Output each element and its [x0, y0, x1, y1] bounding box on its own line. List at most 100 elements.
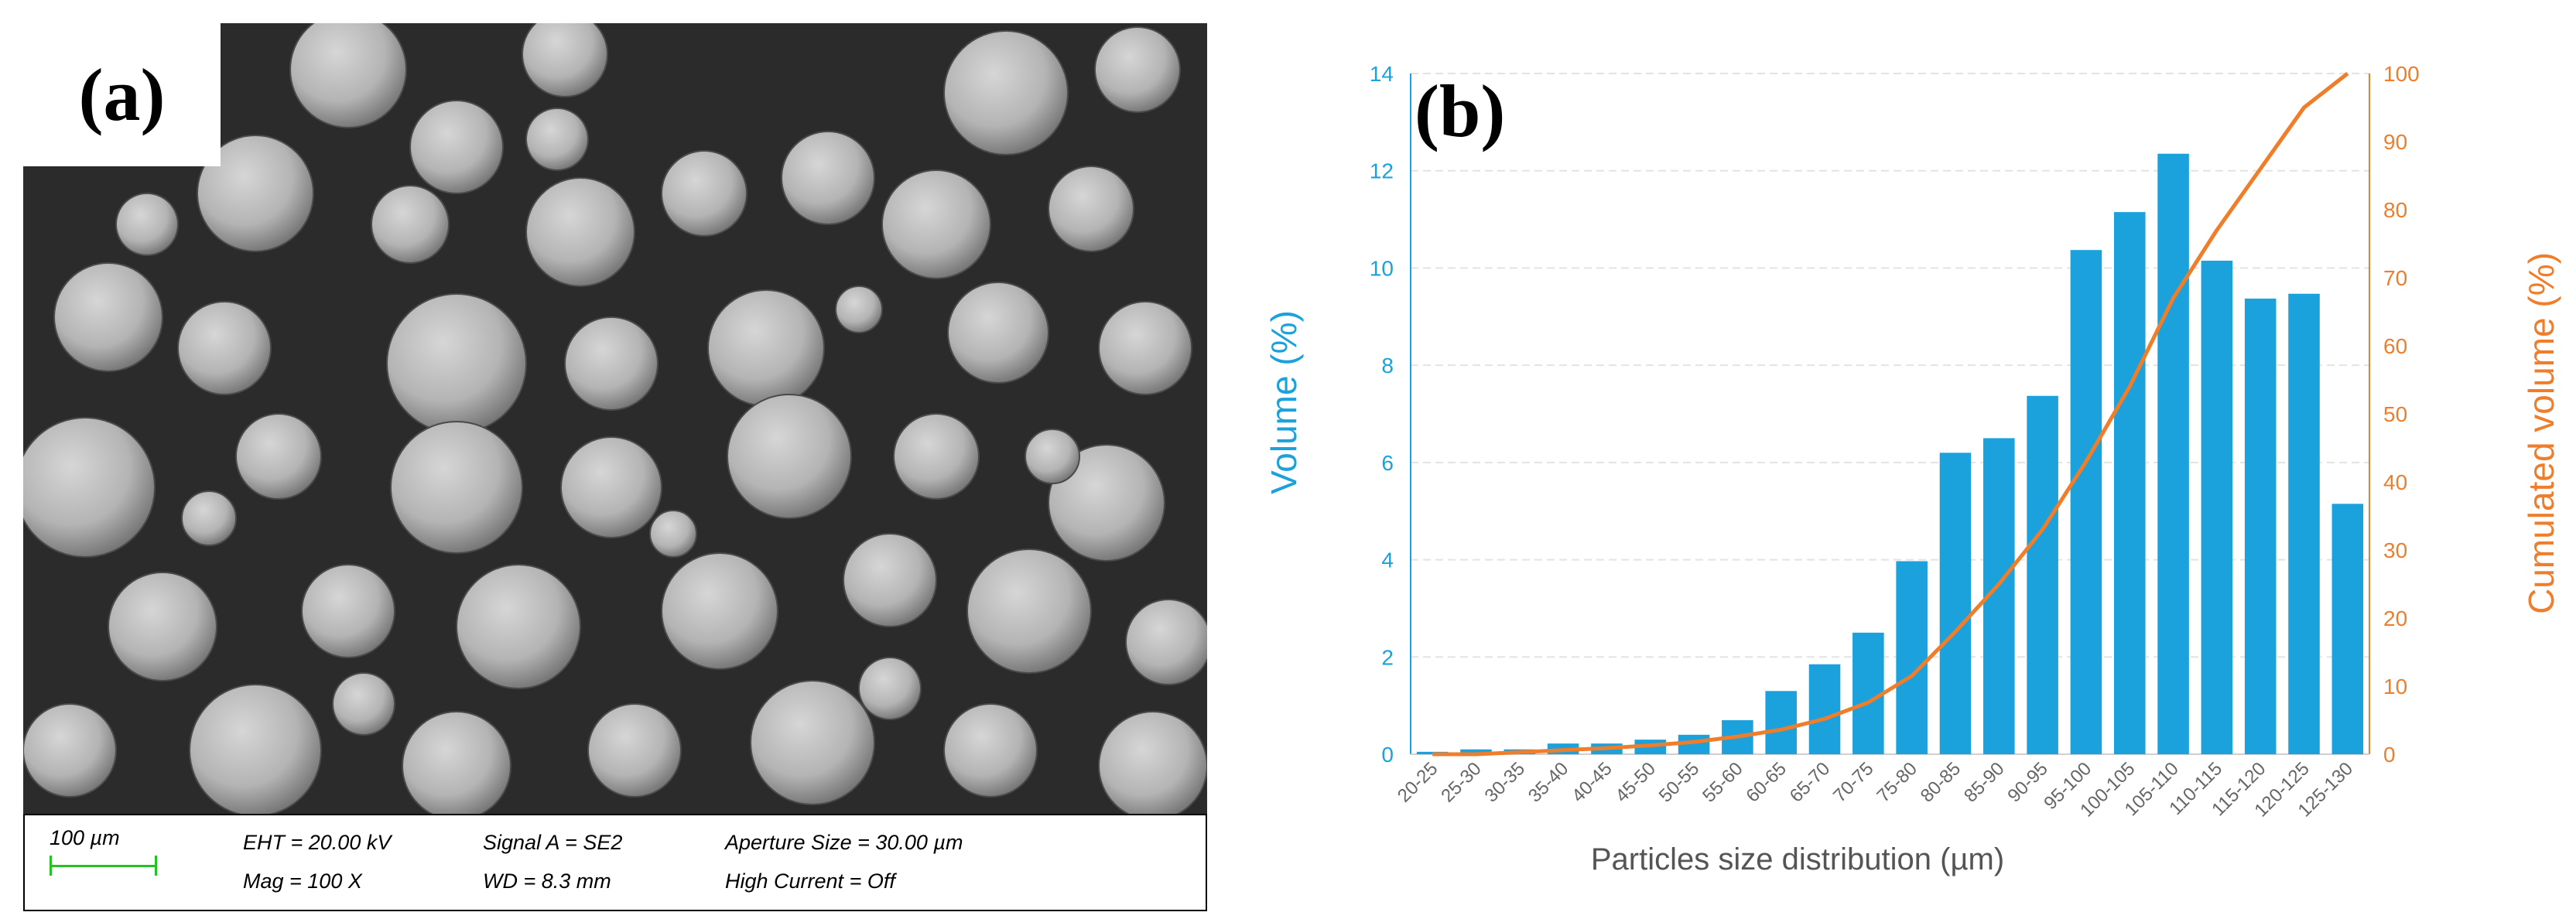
particle-34: [23, 703, 117, 798]
x-tick-label: 20-25: [1394, 758, 1442, 807]
scale-bar-tick-right: [155, 856, 157, 876]
y2-tick-label: 50: [2383, 402, 2407, 426]
bar-65-70: [1808, 664, 1841, 754]
x-tick-label: 55-60: [1699, 758, 1747, 807]
bar-25-30: [1460, 749, 1492, 754]
particle-32: [966, 548, 1092, 674]
particle-7: [371, 185, 450, 264]
x-tick-label: 85-90: [1960, 758, 2009, 807]
particle-8: [525, 177, 635, 287]
aperture-value: Aperture Size = 30.00 µm: [725, 831, 963, 854]
particle-3: [943, 30, 1069, 155]
x-tick-label: 60-65: [1742, 758, 1791, 807]
particle-39: [943, 703, 1038, 798]
particle-30: [661, 552, 778, 670]
particle-33: [1125, 599, 1207, 685]
y-tick-label: 4: [1381, 548, 1394, 572]
particle-43: [181, 490, 237, 546]
particle-18: [947, 282, 1049, 384]
x-tick-label: 40-45: [1568, 758, 1616, 807]
particle-38: [750, 680, 875, 805]
x-tick-label: 35-40: [1524, 758, 1573, 807]
sem-info-bar: 100 µm EHT = 20.00 kV Mag = 100 X Signal…: [23, 814, 1207, 911]
particle-28: [301, 564, 395, 658]
volume-bars: [1416, 153, 2364, 755]
wd-value: WD = 8.3 mm: [483, 869, 611, 893]
particle-23: [560, 436, 662, 538]
y2-tick-label: 30: [2383, 538, 2407, 562]
particle-5: [409, 100, 504, 194]
cumulated-line-layer: [1432, 72, 2349, 757]
particle-12: [1048, 166, 1134, 252]
particle-37: [587, 703, 682, 798]
bar-105-110: [2157, 153, 2189, 754]
particle-1: [289, 23, 407, 128]
y-axis-title: Volume (%): [1264, 310, 1304, 494]
x-tick-label: 70-75: [1829, 758, 1878, 807]
particle-16: [564, 316, 659, 411]
particle-48: [332, 672, 395, 736]
x-tick-label: 65-70: [1786, 758, 1835, 807]
bar-125-130: [2331, 504, 2364, 754]
scale-bar: [50, 865, 156, 867]
bar-100-105: [2113, 212, 2146, 755]
y2-axis-title: Cumulated volume (%): [2521, 252, 2561, 614]
signal-value: Signal A = SE2: [483, 831, 623, 854]
scale-bar-tick-left: [50, 856, 52, 876]
y-tick-label: 2: [1381, 645, 1394, 669]
particle-31: [843, 533, 937, 627]
bar-90-95: [2027, 395, 2058, 754]
y-tick-label: 6: [1381, 451, 1394, 475]
y2-tick-label: 80: [2383, 198, 2407, 222]
particle-9: [661, 150, 747, 237]
particle-25: [893, 413, 980, 500]
particle-41: [525, 108, 589, 171]
bar-20-25: [1416, 751, 1449, 754]
bar-80-85: [1939, 453, 1972, 754]
y2-tick-label: 0: [2383, 743, 2396, 767]
particle-47: [858, 657, 922, 720]
chart-panel: 0 2 4 6 8 10 12 14 0 10 20 30 40 50 60 70 80 90 100 20-25 25…: [1238, 0, 2576, 919]
x-tick-label: 80-85: [1917, 758, 1965, 807]
y-tick-label: 14: [1370, 62, 1394, 86]
x-axis-title: Particles size distribution (µm): [1591, 842, 2004, 876]
bar-95-100: [2070, 250, 2102, 755]
bar-110-115: [2201, 261, 2233, 754]
y-tick-label: 8: [1381, 354, 1394, 378]
particle-22: [390, 421, 523, 554]
current-value: High Current = Off: [725, 869, 895, 893]
particle-24: [727, 394, 852, 519]
y2-tick-label: 100: [2383, 62, 2420, 86]
particle-19: [1098, 301, 1192, 395]
particle-11: [881, 169, 991, 279]
particle-6: [197, 135, 314, 252]
y2-tick-label: 20: [2383, 606, 2407, 630]
x-tick-label: 25-30: [1437, 758, 1486, 807]
particle-20: [23, 417, 156, 558]
particle-45: [115, 193, 179, 256]
particle-42: [835, 285, 883, 333]
particle-35: [189, 684, 322, 814]
mag-value: Mag = 100 X: [243, 869, 362, 893]
particle-4: [1094, 26, 1181, 113]
bar-70-75: [1852, 632, 1884, 754]
particle-36: [402, 711, 511, 814]
particle-46: [649, 510, 697, 558]
y2-tick-label: 60: [2383, 334, 2407, 358]
eht-value: EHT = 20.00 kV: [243, 831, 392, 854]
size-distribution-chart: 0 2 4 6 8 10 12 14 0 10 20 30 40 50 60 70 80 90 100 20-2525…: [1264, 62, 2561, 876]
y-tick-label: 0: [1381, 743, 1394, 767]
y2-tick-label: 10: [2383, 675, 2407, 699]
x-tick-label: 30-35: [1481, 758, 1530, 807]
bar-75-80: [1896, 561, 1928, 754]
particle-10: [781, 131, 875, 225]
y-tick-label: 10: [1370, 256, 1394, 280]
particle-40: [1098, 711, 1207, 814]
y2-tick-label: 90: [2383, 130, 2407, 154]
particle-44: [1025, 429, 1080, 484]
particle-2: [522, 23, 608, 97]
particle-17: [707, 289, 825, 407]
powder-particles-image: [23, 23, 1207, 814]
bar-120-125: [2288, 293, 2320, 754]
bar-115-120: [2244, 299, 2277, 754]
